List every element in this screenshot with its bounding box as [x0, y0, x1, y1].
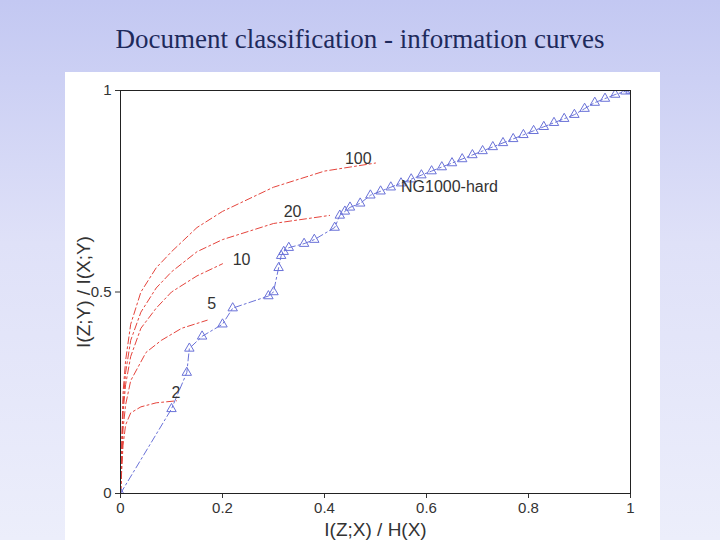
svg-text:5: 5 — [207, 295, 216, 312]
svg-text:0: 0 — [116, 499, 124, 516]
svg-text:10: 10 — [233, 251, 251, 268]
svg-text:0.4: 0.4 — [314, 499, 335, 516]
svg-text:2: 2 — [172, 384, 181, 401]
svg-text:0.8: 0.8 — [518, 499, 539, 516]
svg-text:100: 100 — [345, 150, 372, 167]
svg-text:20: 20 — [284, 203, 302, 220]
svg-text:1: 1 — [626, 499, 634, 516]
svg-text:0.5: 0.5 — [90, 282, 112, 300]
svg-text:1: 1 — [103, 81, 111, 98]
svg-text:0: 0 — [103, 484, 111, 501]
svg-text:I(Z;X) / H(X): I(Z;X) / H(X) — [324, 519, 426, 540]
svg-text:0.2: 0.2 — [212, 499, 233, 516]
html-text:Document classification - info: Document classification - information cu… — [115, 24, 605, 54]
svg-text:NG1000-hard: NG1000-hard — [401, 178, 498, 195]
svg-text:I(Z;Y) / I(X;Y): I(Z;Y) / I(X;Y) — [73, 236, 94, 348]
svg-text:0.6: 0.6 — [416, 499, 437, 516]
